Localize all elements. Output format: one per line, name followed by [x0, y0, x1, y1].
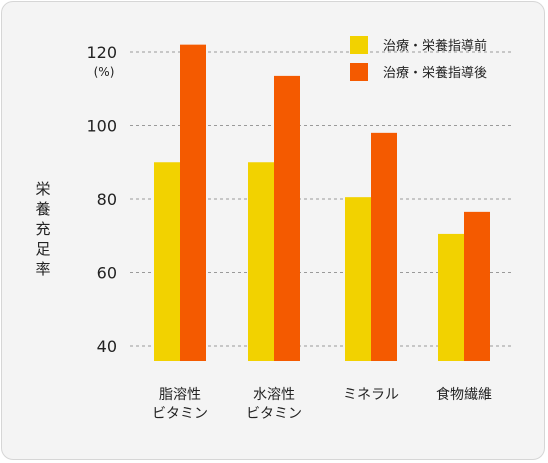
x-category-label: 食物繊維: [436, 386, 492, 403]
legend-label-before: 治療・栄養指導前: [383, 38, 487, 54]
y-tick-label: 60: [97, 264, 117, 283]
bar-after: [180, 44, 206, 362]
y-tick-label: 100: [86, 117, 117, 136]
y-tick-label: 80: [97, 190, 117, 209]
y-axis-label: 栄養充足率: [35, 180, 50, 278]
bar-before: [438, 233, 464, 361]
bar-before: [154, 162, 180, 361]
bar-before: [248, 162, 274, 361]
x-category-label: 脂溶性ビタミン: [152, 387, 208, 422]
bar-after: [464, 211, 490, 361]
y-tick-label: 120: [86, 43, 117, 62]
bar-after: [274, 75, 300, 361]
x-category-label: ミネラル: [343, 387, 399, 403]
y-tick-label: 40: [97, 337, 117, 356]
bar-after: [371, 132, 397, 361]
legend-swatch-after: [350, 63, 368, 81]
bar-before: [345, 197, 371, 361]
legend-label-after: 治療・栄養指導後: [383, 65, 487, 81]
x-category-label: 水溶性ビタミン: [246, 387, 302, 422]
legend-swatch-before: [350, 36, 368, 54]
y-unit-label: (%): [94, 65, 115, 79]
